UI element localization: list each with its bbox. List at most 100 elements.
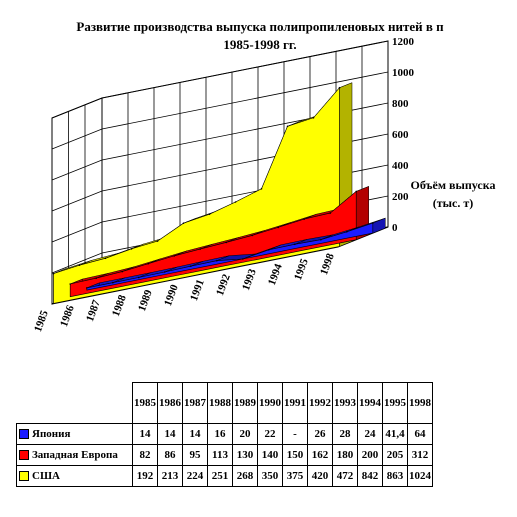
table-cell: 863 [382,465,408,487]
data-table: 1985 1986 1987 1988 1989 1990 1991 1992 1993 1994… [16,382,433,487]
chart-plot-area: 0 200 400 600 800 1000 1200 1985 1986 1987 1988 198… [32,36,415,334]
y-tick-label: 200 [392,191,409,203]
x-tick-label: 1990 [162,283,181,308]
table-row: Япония 14 14 14 16 20 22-26 28 24 41,4 64 [16,423,433,445]
table-cell: 842 [357,465,383,487]
data-point [260,188,263,190]
data-point [78,264,81,267]
data-point [199,248,201,250]
data-point [338,86,341,89]
data-point [164,271,166,273]
x-tick-label: 1993 [240,267,259,292]
data-point [95,277,97,280]
chart-title-line-1: Развитие производства выпуска полипропил… [76,19,444,34]
data-point [355,190,358,193]
legend-entry: Западная Европа [16,444,133,466]
y-tick-label: 800 [392,98,409,110]
data-point [242,258,244,260]
data-point [268,249,270,251]
data-point [251,234,253,237]
table-cell: 420 [307,465,333,487]
table-cell: 205 [382,444,408,466]
table-header-cell: 1994 [357,382,383,424]
table-header-cell: 1985 [132,382,158,424]
data-point [130,248,133,250]
data-point [294,243,296,246]
x-tick-label: 1992 [214,272,233,297]
x-tick-label: 1991 [188,278,207,303]
table-cell: 113 [207,444,233,466]
legend-label: США [32,470,60,482]
table-cell: 1024 [407,465,433,487]
table-cell: 312 [407,444,433,466]
data-point [138,276,140,279]
x-tick-label: 1987 [84,298,103,323]
data-point [346,231,348,233]
data-point [234,201,237,203]
x-tick-label: 1988 [110,293,129,318]
table-header-row: 1985 1986 1987 1988 1989 1990 1991 1992 1993 1994… [16,382,433,424]
table-cell: 472 [332,465,358,487]
table-cell: 95 [182,444,208,466]
table-cell: 213 [157,465,183,487]
data-point [156,240,159,242]
table-cell: 24 [357,423,383,445]
table-cell: 14 [132,423,158,445]
data-point [69,283,71,285]
data-point [320,238,322,241]
data-point [173,255,175,257]
table-header-cell: 1990 [257,382,283,424]
data-point [147,262,149,265]
table-header-cell: 1989 [232,382,258,424]
y-tick-label: 1200 [392,36,415,48]
table-cell: 180 [332,444,358,466]
x-tick-label: 1995 [292,257,311,282]
table-header-cell: 1995 [382,382,408,424]
data-point [372,222,374,224]
table-cell: 130 [232,444,258,466]
x-tick-label: 1994 [266,262,285,287]
y-tick-label: 1000 [392,67,415,79]
table-cell: 28 [332,423,358,445]
table-header-cell: 1986 [157,382,183,424]
table-corner-cell [16,382,133,424]
table-cell: 20 [232,423,258,445]
table-header-cell: 1988 [207,382,233,424]
legend-swatch [19,450,29,461]
data-point [286,125,289,128]
table-cell: 14 [182,423,208,445]
legend-swatch [19,429,29,440]
table-header-cell: 1998 [407,382,433,424]
gridline-horizontal [51,40,389,119]
table-cell: 162 [307,444,333,466]
table-cell: 64 [407,423,433,445]
table-cell: 224 [182,465,208,487]
data-point [112,281,114,284]
table-row: Западная Европа 82 86 95 113 130 140 150 162 180 2… [16,444,433,466]
table-cell: 192 [132,465,158,487]
table-cell: 41,4 [382,423,408,445]
legend-label: Япония [32,428,71,440]
y-axis-label-line-1: Объём выпуска [410,178,496,192]
x-tick-label: 1985 [32,308,51,333]
table-header-cell: 1991 [282,382,308,424]
table-cell: 14 [157,423,183,445]
x-tick-label: 1998 [318,251,337,276]
x-tick-label: 1989 [136,288,155,313]
table-cell: 251 [207,465,233,487]
y-tick-label: 0 [392,222,398,234]
data-point [329,212,332,214]
legend-entry: Япония [16,423,133,445]
table-header-cell: 1992 [307,382,333,424]
table-header-cell: 1987 [182,382,208,424]
table-cell: 268 [232,465,258,487]
y-tick-label: 600 [392,129,409,141]
y-axis-label-line-2: (тыс. т) [432,196,474,210]
data-point [190,265,192,268]
table-cell: 86 [157,444,183,466]
legend-swatch [19,471,29,482]
data-point [312,117,315,119]
table-cell: 350 [257,465,283,487]
data-point [52,272,55,275]
data-point [216,259,218,262]
